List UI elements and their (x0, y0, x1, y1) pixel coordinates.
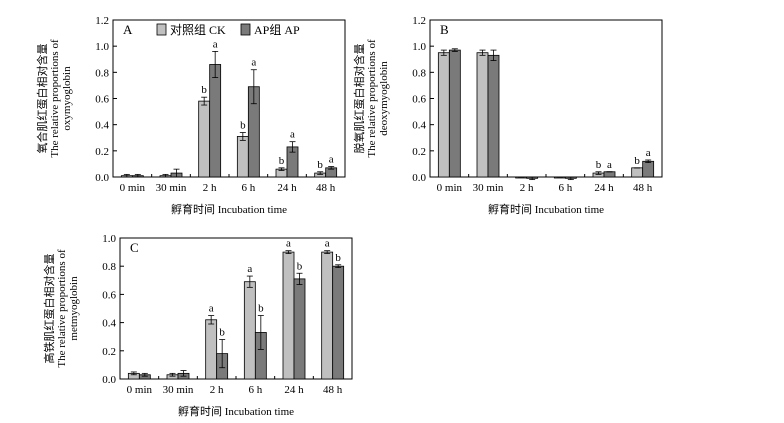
panel-a-sig-label: b (201, 84, 207, 96)
panel-a-ylabel: The relative proportions of (49, 39, 61, 158)
panel-c-letter: C (130, 240, 139, 255)
panel-b-ytick-label: 0.6 (412, 94, 426, 106)
panel-a-xtick-label: 0 min (120, 182, 146, 194)
panel-c-sig-label: b (258, 303, 264, 315)
panel-c-xlabel: 孵育时间 Incubation time (178, 404, 294, 418)
panel-a-ylabel: oxymyoglobin (61, 66, 73, 131)
panel-a-xlabel: 孵育时间 Incubation time (171, 202, 287, 216)
panel-b-ytick-label: 0.2 (412, 146, 426, 158)
panel-a-letter: A (123, 22, 133, 37)
panel-b-xtick-label: 48 h (633, 182, 653, 194)
panel-c-sig-label: b (297, 260, 303, 272)
panel-a-sig-label: a (329, 154, 334, 166)
panel-c-xtick-label: 0 min (127, 384, 153, 396)
panel-c-bar-ck (243, 281, 256, 380)
panel-c-ylabel: The relative proportions of (56, 249, 68, 368)
panel-b-xtick-label: 0 min (437, 182, 463, 194)
panel-a-sig-label: b (279, 155, 285, 167)
panel-b-xtick-label: 30 min (473, 182, 504, 194)
panel-c-bar-ap (293, 278, 306, 380)
panel-a-ytick-label: 1.2 (95, 15, 109, 27)
panel-b-xtick-label: 2 h (520, 182, 534, 194)
panel-b-sig-label: a (607, 159, 612, 171)
panel-b-ylabel: deoxymyoglobin (378, 61, 390, 136)
panel-a-ytick-label: 0.0 (95, 172, 109, 184)
panel-a-ytick-label: 0.8 (95, 67, 109, 79)
panel-b-ylabel: 脱氧肌红蛋白相对含量 (352, 44, 366, 154)
panel-c-sig-label: a (247, 263, 252, 275)
panel-b-bar-ap (603, 171, 616, 178)
panel-a-bar-ap (209, 64, 222, 178)
panel-b-ytick-label: 0.8 (412, 67, 426, 79)
panel-c-xtick-label: 30 min (163, 384, 194, 396)
panel-c-ytick-label: 0.0 (102, 374, 116, 386)
panel-c-ytick-label: 0.8 (102, 261, 116, 273)
panel-a-sig-label: a (213, 38, 218, 50)
panel-a-xtick-label: 24 h (277, 182, 297, 194)
panel-c-bar-ap (332, 265, 345, 380)
panel-b-sig-label: b (596, 159, 602, 171)
panel-c-xtick-label: 6 h (248, 384, 262, 396)
panel-b-ylabel: The relative proportions of (366, 39, 378, 158)
panel-c-ylabel: 高铁肌红蛋白相对含量 (42, 254, 56, 364)
panel-b-bar-ck (476, 52, 489, 178)
panel-c-ylabel: metmyoglobin (68, 276, 80, 341)
panel-b-bar-ap (448, 49, 461, 178)
panel-b-sig-label: b (634, 155, 640, 167)
panel-c-sig-label: b (219, 327, 225, 339)
panel-b-ytick-label: 0.4 (412, 120, 426, 132)
panel-c-sig-label: a (286, 238, 291, 250)
panel-a-xtick-label: 30 min (156, 182, 187, 194)
panel-c-bar-ck (205, 319, 218, 380)
panel-a-ytick-label: 1.0 (95, 41, 109, 53)
panel-c-xtick-label: 2 h (210, 384, 224, 396)
panel-c-xtick-label: 48 h (323, 384, 343, 396)
panel-a-ytick-label: 0.4 (95, 120, 109, 132)
panel-b-xlabel: 孵育时间 Incubation time (488, 202, 604, 216)
panel-a-ylabel: 氧合肌红蛋白相对含量 (35, 44, 49, 154)
panel-c-sig-label: a (209, 303, 214, 315)
panel-b-frame (429, 19, 663, 178)
panel-a-legend-label: AP组 AP (254, 23, 300, 37)
panel-b-xtick-label: 24 h (594, 182, 614, 194)
panel-a-sig-label: a (290, 129, 295, 141)
panel-c-sig-label: b (335, 252, 341, 264)
panel-a-sig-label: a (251, 57, 256, 69)
panel-c-ytick-label: 0.6 (102, 289, 116, 301)
panel-a-xtick-label: 2 h (203, 182, 217, 194)
panel-b-ytick-label: 1.2 (412, 15, 426, 27)
panel-b-bar-ck (437, 52, 450, 178)
panel-a-ytick-label: 0.6 (95, 94, 109, 106)
panel-a-ytick-label: 0.2 (95, 146, 109, 158)
panel-c-xtick-label: 24 h (284, 384, 304, 396)
panel-a-xtick-label: 48 h (316, 182, 336, 194)
panel-b-bar-ap (487, 54, 500, 178)
panel-b-sig-label: a (646, 147, 651, 159)
panel-b-letter: B (440, 22, 449, 37)
panel-b-bar-ap (642, 160, 655, 178)
panel-c-bar-ck (321, 251, 334, 380)
panel-a-legend-swatch (240, 23, 251, 36)
panel-c-sig-label: a (325, 238, 330, 250)
panel-c-frame (119, 237, 353, 380)
panel-a-frame (112, 19, 346, 178)
panel-a-bar-ck (236, 136, 249, 178)
panel-a-sig-label: b (317, 159, 323, 171)
panel-c-ytick-label: 1.0 (102, 233, 116, 245)
panel-b-xtick-label: 6 h (558, 182, 572, 194)
panel-c-bar-ck (282, 251, 295, 380)
panel-b-ytick-label: 1.0 (412, 41, 426, 53)
panel-b-bar-ck (631, 167, 644, 178)
panel-a-sig-label: b (240, 120, 246, 132)
panel-a-legend-label: 对照组 CK (170, 23, 226, 37)
panel-a-legend-swatch (156, 23, 167, 36)
panel-b-ytick-label: 0.0 (412, 172, 426, 184)
panel-a-xtick-label: 6 h (241, 182, 255, 194)
panel-c-ytick-label: 0.4 (102, 318, 116, 330)
panel-c-ytick-label: 0.2 (102, 346, 116, 358)
panel-a-bar-ck (198, 100, 211, 178)
